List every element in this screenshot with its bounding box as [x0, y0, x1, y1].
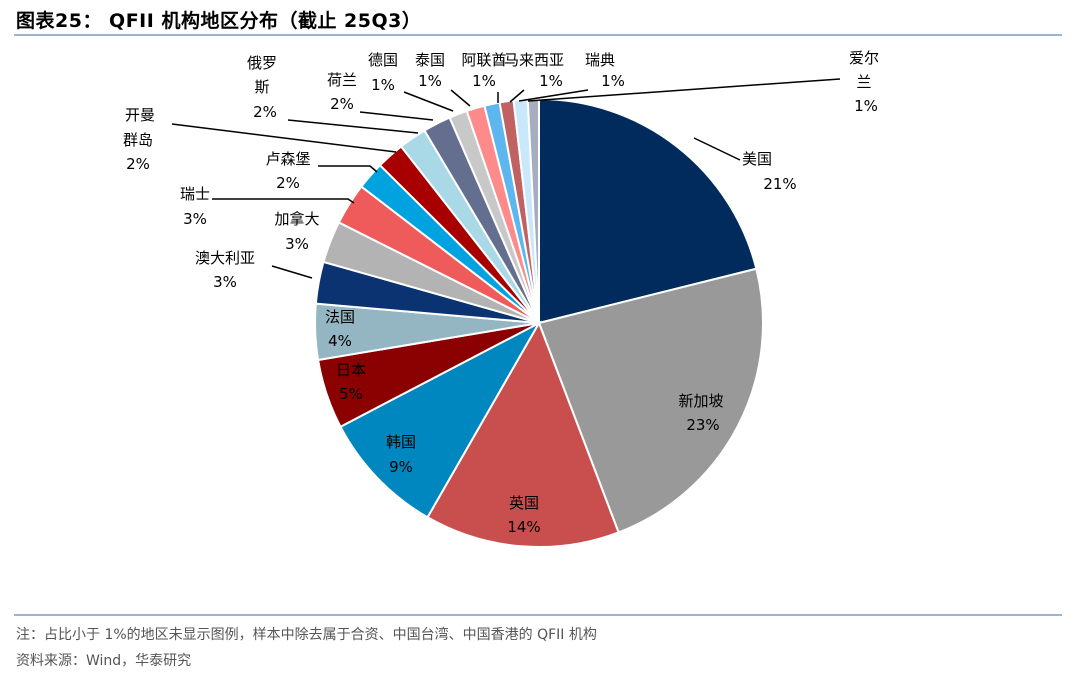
- pie-slice-3: [339, 320, 542, 519]
- pie-slice-1: [537, 267, 764, 534]
- data-label-name: 马来西亚: [504, 51, 564, 69]
- data-label-name: 瑞典: [585, 51, 615, 69]
- leader-line: [403, 91, 454, 112]
- data-label-value: 2%: [330, 95, 354, 113]
- data-label-value: 1%: [371, 76, 395, 94]
- data-label-value: 9%: [389, 458, 413, 476]
- data-label-name: 加拿大: [274, 210, 319, 228]
- data-label-value: 2%: [253, 103, 277, 121]
- leader-line: [527, 78, 841, 102]
- data-label-name: 荷兰: [327, 71, 357, 89]
- data-label-value: 3%: [183, 210, 207, 228]
- data-label-value: 1%: [854, 97, 878, 115]
- data-label-value: 3%: [213, 273, 237, 291]
- leader-line: [318, 165, 378, 173]
- footnote: 注：占比小于 1%的地区未显示图例，样本中除去属于合资、中国台湾、中国香港的 Q…: [16, 627, 597, 643]
- data-label-value: 1%: [601, 72, 625, 90]
- pie-slice-0: [538, 97, 758, 325]
- leader-line: [518, 89, 589, 102]
- data-label-name: 爱尔: [849, 49, 879, 67]
- leader-line: [212, 198, 355, 204]
- data-label-name: 泰国: [415, 51, 445, 69]
- chart-title: 图表25： QFII 机构地区分布（截止 25Q3）: [16, 10, 422, 32]
- data-label-value: 1%: [418, 72, 442, 90]
- title-divider: [14, 34, 1062, 36]
- data-label-value: 5%: [339, 385, 363, 403]
- pie-slice-2: [426, 320, 620, 548]
- leader-line: [509, 89, 525, 103]
- data-label-name: 美国: [742, 150, 772, 168]
- data-label-name: 群岛: [123, 131, 153, 149]
- data-label-name: 德国: [368, 51, 398, 69]
- data-label-name: 新加坡: [678, 392, 723, 410]
- data-label-value: 1%: [539, 72, 563, 90]
- data-label-name: 卢森堡: [265, 150, 310, 168]
- data-label-name: 日本: [336, 361, 366, 379]
- data-label-name: 开曼: [125, 106, 155, 124]
- data-label-name: 阿联酋: [461, 51, 506, 69]
- leader-line: [287, 119, 419, 134]
- data-label-name: 韩国: [386, 433, 416, 451]
- data-label-name: 瑞士: [180, 185, 210, 203]
- data-label-value: 21%: [763, 175, 796, 193]
- data-label-value: 4%: [328, 332, 352, 350]
- data-label-name: 澳大利亚: [195, 249, 255, 267]
- data-label-value: 14%: [507, 518, 540, 536]
- data-label-value: 23%: [686, 416, 719, 434]
- data-label-name: 斯: [254, 78, 269, 96]
- leader-line: [693, 137, 741, 161]
- leader-line: [171, 123, 397, 153]
- data-label-name: 法国: [325, 308, 355, 326]
- data-label-value: 2%: [126, 155, 150, 173]
- footer-divider: [14, 614, 1062, 616]
- leader-line: [271, 265, 313, 279]
- data-label-name: 兰: [856, 73, 871, 91]
- leader-line: [359, 111, 434, 121]
- leader-line: [450, 89, 471, 107]
- source-note: 资料来源：Wind，华泰研究: [16, 653, 192, 669]
- data-label-name: 俄罗: [247, 54, 277, 72]
- data-label-value: 2%: [276, 174, 300, 192]
- data-label-value: 1%: [472, 72, 496, 90]
- data-label-value: 3%: [285, 235, 309, 253]
- data-label-name: 英国: [509, 494, 539, 512]
